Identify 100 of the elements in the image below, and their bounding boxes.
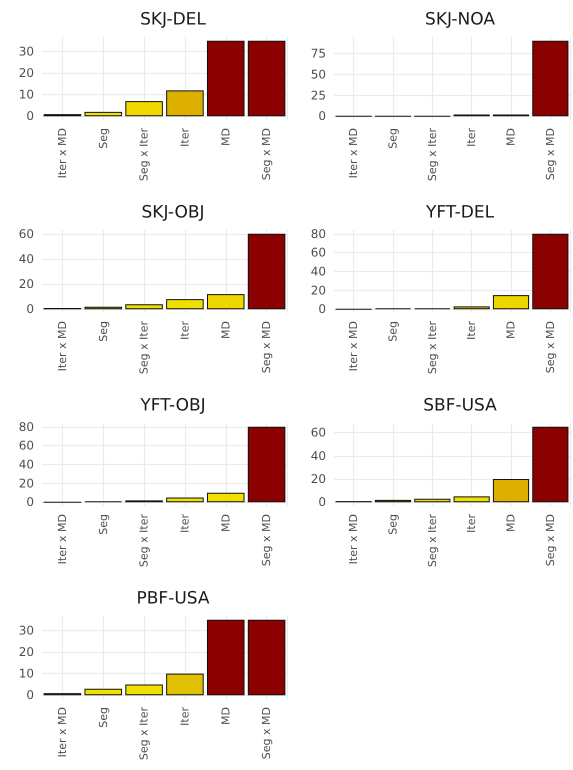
x-tick-label: Seg x Iter xyxy=(138,320,151,374)
x-tick-label: MD xyxy=(219,707,232,725)
y-tick-label: 80 xyxy=(310,226,326,241)
x-tick-label: Seg x Iter xyxy=(426,320,439,374)
chart-title: YFT-DEL xyxy=(424,202,495,222)
y-tick-label: 0 xyxy=(26,495,34,510)
bar xyxy=(532,426,568,502)
x-tick-label: Iter x MD xyxy=(347,514,360,564)
y-tick-label: 40 xyxy=(310,264,326,278)
x-tick-label: MD xyxy=(504,128,518,146)
x-tick-label: Iter x MD xyxy=(56,707,69,758)
y-tick-label: 60 xyxy=(310,246,326,260)
x-tick-label: Seg x Iter xyxy=(138,514,151,568)
x-tick-label: Iter xyxy=(178,706,192,726)
y-tick-label: 30 xyxy=(18,624,34,638)
x-tick-label: Seg x MD xyxy=(260,321,274,374)
x-tick-label: Seg x MD xyxy=(260,514,274,566)
y-tick-label: 0 xyxy=(318,495,326,510)
y-tick-label: 0 xyxy=(26,688,34,702)
y-tick-label: 20 xyxy=(310,283,326,298)
x-tick-label: Seg xyxy=(386,128,400,149)
bar xyxy=(125,304,163,310)
x-tick-label: Seg x Iter xyxy=(138,128,151,182)
x-tick-label: Seg xyxy=(96,514,110,535)
bar xyxy=(532,234,568,310)
y-tick-label: 0 xyxy=(26,109,34,124)
x-tick-label: Seg x MD xyxy=(260,707,274,760)
x-tick-label: Seg xyxy=(386,514,400,535)
bar xyxy=(248,620,286,696)
bar xyxy=(492,479,530,502)
x-tick-label: Iter x MD xyxy=(347,321,360,372)
x-tick-label: Iter xyxy=(465,128,478,147)
x-tick-label: Iter x MD xyxy=(56,128,69,178)
bar xyxy=(84,688,122,696)
y-tick-label: 60 xyxy=(18,438,34,453)
bar xyxy=(248,40,286,116)
bar xyxy=(206,294,245,310)
x-tick-label: Iter xyxy=(178,320,192,340)
bar xyxy=(125,101,163,116)
x-tick-label: Seg xyxy=(96,128,110,149)
x-tick-label: Iter x MD xyxy=(347,128,360,178)
x-tick-label: Iter x MD xyxy=(56,321,69,372)
y-tick-label: 20 xyxy=(18,645,34,660)
y-tick-label: 20 xyxy=(18,476,34,490)
x-tick-label: Iter xyxy=(178,128,192,147)
x-tick-label: Seg x Iter xyxy=(138,706,151,760)
y-tick-label: 40 xyxy=(310,448,326,463)
y-tick-label: 80 xyxy=(18,420,34,434)
x-tick-label: MD xyxy=(219,128,232,146)
x-tick-label: Seg xyxy=(386,321,400,342)
chart-title: SKJ-DEL xyxy=(140,10,206,30)
x-tick-label: Seg x MD xyxy=(544,514,557,566)
y-tick-label: 10 xyxy=(18,666,34,681)
bar xyxy=(248,234,286,310)
x-tick-label: MD xyxy=(504,321,518,339)
y-tick-label: 0 xyxy=(318,109,326,124)
bar xyxy=(84,112,122,116)
y-tick-label: 0 xyxy=(318,302,326,316)
x-tick-label: Seg x MD xyxy=(544,128,557,180)
x-tick-label: Seg x MD xyxy=(544,321,557,374)
y-tick-label: 0 xyxy=(26,302,34,316)
bar xyxy=(125,684,163,696)
y-tick-label: 40 xyxy=(18,252,34,266)
bar xyxy=(414,498,450,502)
y-tick-label: 10 xyxy=(18,88,34,102)
y-tick-label: 30 xyxy=(18,44,34,59)
x-tick-label: Iter xyxy=(465,514,478,533)
x-tick-label: MD xyxy=(219,321,232,339)
bar xyxy=(166,498,204,502)
bar xyxy=(166,299,204,310)
x-tick-label: Seg x Iter xyxy=(426,128,439,182)
chart-title: YFT-OBJ xyxy=(139,396,206,416)
bar xyxy=(492,295,530,310)
y-tick-label: 20 xyxy=(18,66,34,80)
x-tick-label: Seg x MD xyxy=(260,128,274,180)
bar xyxy=(166,674,204,696)
chart-title: SKJ-NOA xyxy=(425,10,496,30)
x-tick-label: Seg xyxy=(96,707,110,728)
x-tick-label: Seg x Iter xyxy=(426,514,439,568)
chart-title: SBF-USA xyxy=(423,396,498,416)
x-tick-label: Iter xyxy=(178,514,192,533)
x-tick-label: MD xyxy=(219,514,232,532)
chart-title: PBF-USA xyxy=(136,588,210,608)
bar xyxy=(206,40,245,116)
bar xyxy=(206,620,245,696)
bar xyxy=(206,492,245,502)
chart-title: SKJ-OBJ xyxy=(141,202,205,222)
bar xyxy=(166,90,204,116)
y-tick-label: 60 xyxy=(310,426,326,440)
x-tick-label: Iter xyxy=(465,320,478,340)
y-tick-label: 25 xyxy=(310,88,326,102)
y-tick-label: 20 xyxy=(310,472,326,486)
bar xyxy=(248,426,286,502)
y-tick-label: 40 xyxy=(18,458,34,472)
x-tick-label: Seg xyxy=(96,321,110,342)
x-tick-label: Iter x MD xyxy=(56,514,69,564)
y-tick-label: 75 xyxy=(310,46,326,60)
y-tick-label: 60 xyxy=(18,226,34,241)
y-tick-label: 20 xyxy=(18,277,34,292)
y-tick-label: 50 xyxy=(310,67,326,82)
